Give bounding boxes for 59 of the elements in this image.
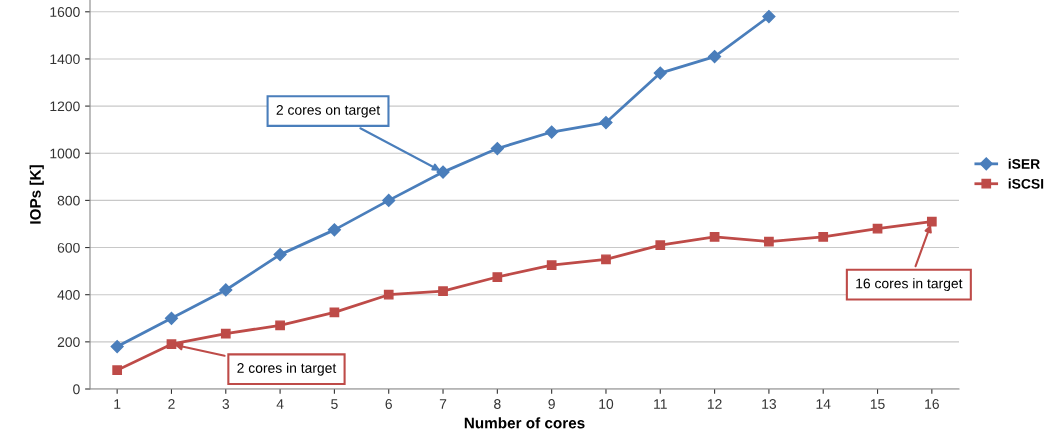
- annotation: 2 cores on target: [276, 105, 381, 118]
- point: [219, 283, 233, 297]
- point: [166, 339, 177, 350]
- point: [164, 311, 179, 325]
- point: [220, 328, 231, 339]
- legend-label: iSER: [1008, 158, 1040, 169]
- x-tick-label: 13: [762, 399, 777, 409]
- point: [492, 272, 503, 282]
- y-tick-label: 1200: [50, 101, 80, 112]
- x-tick-label: 5: [331, 399, 338, 409]
- point: [872, 223, 883, 234]
- x-tick-label: 10: [599, 399, 614, 409]
- point: [601, 254, 611, 265]
- annotation: 16 cores in target: [856, 278, 963, 292]
- y-tick-label: 0: [73, 384, 80, 395]
- y-tick-label: 200: [57, 337, 80, 348]
- x-tick-label: 8: [494, 399, 501, 409]
- x-tick-label: 9: [548, 399, 555, 409]
- x-tick-label: 11: [654, 399, 667, 409]
- x-tick-label: 6: [385, 399, 392, 409]
- x-tick-label: 15: [870, 399, 885, 409]
- y-axis-title: IOPs [K]: [29, 165, 44, 224]
- point: [546, 260, 557, 271]
- annotation: 2 cores in target: [237, 362, 337, 376]
- point: [545, 125, 559, 139]
- y-tick-label: 600: [57, 242, 80, 253]
- point: [599, 116, 613, 130]
- point: [112, 365, 123, 376]
- point: [382, 193, 396, 207]
- point: [655, 240, 666, 251]
- point: [438, 286, 448, 297]
- x-tick-label: 14: [816, 399, 831, 409]
- y-tick-label: 400: [57, 290, 80, 300]
- point: [762, 9, 776, 24]
- point: [926, 216, 937, 227]
- point: [383, 289, 394, 300]
- point: [110, 339, 124, 354]
- y-tick-label: 1400: [50, 54, 80, 65]
- point: [708, 49, 722, 64]
- y-tick-label: 800: [57, 195, 80, 206]
- point: [709, 232, 720, 242]
- point: [764, 236, 774, 247]
- x-tick-label: 16: [925, 399, 939, 409]
- point: [653, 66, 667, 80]
- y-tick-label: 1000: [50, 148, 80, 159]
- x-tick-label: 4: [276, 399, 284, 409]
- x-tick-label: 7: [439, 399, 447, 409]
- point: [275, 320, 285, 331]
- point: [490, 141, 504, 156]
- y-tick-label: 1600: [50, 7, 80, 17]
- point: [818, 232, 829, 242]
- point: [273, 248, 287, 262]
- x-tick-label: 2: [168, 399, 175, 409]
- x-tick-label: 1: [114, 399, 121, 409]
- legend-label: iSCSI: [1008, 178, 1044, 189]
- x-tick-label: 3: [222, 399, 230, 409]
- x-axis-title: Number of cores: [464, 417, 585, 429]
- point: [327, 223, 341, 237]
- x-tick-label: 12: [707, 399, 722, 409]
